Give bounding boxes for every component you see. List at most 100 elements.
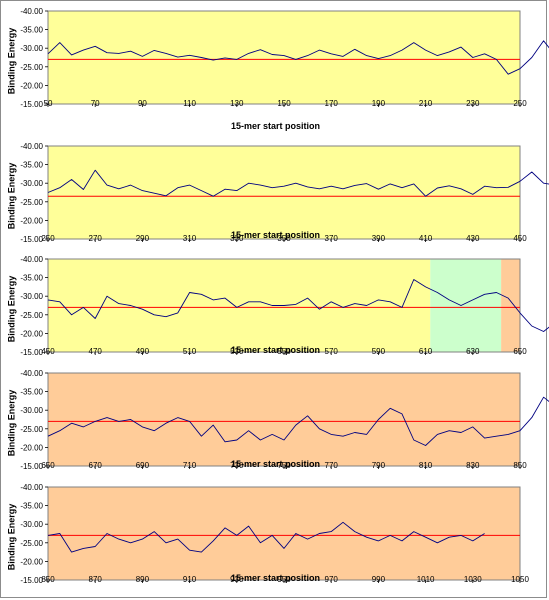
plot-area-region-2 bbox=[430, 259, 502, 352]
y-tick-label: -20.00 bbox=[20, 443, 43, 452]
y-tick-label: -20.00 bbox=[20, 557, 43, 566]
y-tick-label: -35.00 bbox=[20, 274, 43, 283]
y-tick-label: -15.00 bbox=[20, 348, 43, 357]
x-tick-label: 210 bbox=[419, 99, 433, 108]
x-tick-label: 630 bbox=[466, 347, 480, 356]
x-tick-label: 490 bbox=[136, 347, 150, 356]
x-axis-label-3: 15-mer start position bbox=[230, 345, 321, 355]
binding-energy-series bbox=[47, 40, 549, 75]
binding-energy-series bbox=[47, 521, 485, 553]
chart-panel-4: -40.00 -35.00 -30.00 -25.00 -20.00 -15.00 650 6… bbox=[1, 365, 549, 481]
x-tick-label: 910 bbox=[183, 575, 197, 584]
plot-area-region-1 bbox=[48, 487, 520, 580]
x-tick-label: 870 bbox=[89, 575, 103, 584]
x-tick-label: 370 bbox=[325, 234, 339, 243]
x-tick-label: 850 bbox=[41, 575, 55, 584]
plot-area-region-1 bbox=[48, 373, 520, 466]
x-tick-label: 170 bbox=[325, 99, 339, 108]
chart-panel-2: -40.00 -35.00 -30.00 -25.00 -20.00 -15.00 250 2… bbox=[1, 138, 549, 254]
chart-panel-1: -40.00 -35.00 -30.00 -25.00 -20.00 -15.00 50 70… bbox=[1, 3, 549, 119]
x-tick-label: 650 bbox=[41, 461, 55, 470]
x-tick-label: 810 bbox=[419, 461, 433, 470]
x-tick-label: 790 bbox=[372, 461, 386, 470]
x-tick-label: 950 bbox=[277, 575, 291, 584]
y-tick-label: -25.00 bbox=[20, 63, 43, 72]
x-tick-label: 450 bbox=[41, 347, 55, 356]
x-tick-label: 190 bbox=[372, 99, 386, 108]
x-tick-label: 570 bbox=[325, 347, 339, 356]
y-tick-label: -25.00 bbox=[20, 311, 43, 320]
x-tick-label: 70 bbox=[91, 99, 100, 108]
y-tick-label: -40.00 bbox=[20, 142, 43, 151]
x-tick-label: 690 bbox=[136, 461, 150, 470]
x-tick-label: 410 bbox=[419, 234, 433, 243]
y-tick-label: -40.00 bbox=[20, 7, 43, 16]
x-tick-label: 850 bbox=[513, 461, 527, 470]
y-tick-label: -15.00 bbox=[20, 462, 43, 471]
x-tick-label: 90 bbox=[138, 99, 147, 108]
y-tick-label: -40.00 bbox=[20, 369, 43, 378]
x-tick-label: 230 bbox=[466, 99, 480, 108]
x-tick-label: 890 bbox=[136, 575, 150, 584]
x-tick-label: 650 bbox=[513, 347, 527, 356]
y-tick-label: -30.00 bbox=[20, 406, 43, 415]
x-tick-label: 470 bbox=[89, 347, 103, 356]
x-tick-label: 550 bbox=[277, 347, 291, 356]
y-tick-label: -15.00 bbox=[20, 100, 43, 109]
x-tick-label: 730 bbox=[230, 461, 244, 470]
chart-svg-1: -40.00 -35.00 -30.00 -25.00 -20.00 -15.00 50 70… bbox=[20, 7, 549, 109]
x-tick-label: 1050 bbox=[511, 575, 529, 584]
x-tick-label: 110 bbox=[183, 99, 196, 108]
binding-energy-series bbox=[47, 169, 549, 197]
x-tick-label: 930 bbox=[230, 575, 244, 584]
plot-area-region-1 bbox=[48, 259, 431, 352]
y-tick-label: -30.00 bbox=[20, 44, 43, 53]
y-tick-label: -40.00 bbox=[20, 483, 43, 492]
y-tick-label: -25.00 bbox=[20, 425, 43, 434]
x-tick-label: 710 bbox=[183, 461, 197, 470]
x-tick-label: 1030 bbox=[464, 575, 482, 584]
y-tick-label: -15.00 bbox=[20, 235, 43, 244]
x-axis-label-4: 15-mer start position bbox=[230, 459, 321, 469]
x-tick-label: 130 bbox=[230, 99, 244, 108]
y-tick-label: -35.00 bbox=[20, 388, 43, 397]
x-axis-label-1: 15-mer start position bbox=[230, 121, 321, 131]
x-tick-label: 270 bbox=[89, 234, 103, 243]
plot-area-region-3 bbox=[501, 259, 520, 352]
y-tick-label: -25.00 bbox=[20, 198, 43, 207]
y-tick-label: -20.00 bbox=[20, 329, 43, 338]
y-tick-label: -30.00 bbox=[20, 292, 43, 301]
x-tick-label: 390 bbox=[372, 234, 386, 243]
x-tick-label: 450 bbox=[513, 234, 527, 243]
x-tick-label: 610 bbox=[419, 347, 433, 356]
x-tick-label: 590 bbox=[372, 347, 386, 356]
y-tick-label: -25.00 bbox=[20, 539, 43, 548]
x-tick-label: 150 bbox=[277, 99, 291, 108]
x-tick-label: 990 bbox=[372, 575, 386, 584]
y-tick-label: -20.00 bbox=[20, 216, 43, 225]
y-tick-label: -15.00 bbox=[20, 576, 43, 585]
x-tick-label: 530 bbox=[230, 347, 244, 356]
y-tick-label: -35.00 bbox=[20, 502, 43, 511]
y-tick-label: -20.00 bbox=[20, 81, 43, 90]
x-tick-label: 970 bbox=[325, 575, 339, 584]
x-axis-label-2: 15-mer start position bbox=[230, 230, 321, 240]
x-tick-label: 50 bbox=[44, 99, 53, 108]
y-tick-label: -30.00 bbox=[20, 179, 43, 188]
x-tick-label: 290 bbox=[136, 234, 150, 243]
x-tick-label: 250 bbox=[41, 234, 55, 243]
x-tick-label: 330 bbox=[230, 234, 244, 243]
binding-energy-series bbox=[47, 396, 549, 446]
x-tick-label: 430 bbox=[466, 234, 480, 243]
x-axis-label-5: 15-mer start position bbox=[230, 573, 321, 583]
x-tick-label: 830 bbox=[466, 461, 480, 470]
x-tick-label: 350 bbox=[277, 234, 291, 243]
x-tick-label: 510 bbox=[183, 347, 197, 356]
chart-panel-3: -40.00 -35.00 -30.00 -25.00 -20.00 -15.00 450 4… bbox=[1, 251, 549, 367]
y-tick-label: -35.00 bbox=[20, 26, 43, 35]
